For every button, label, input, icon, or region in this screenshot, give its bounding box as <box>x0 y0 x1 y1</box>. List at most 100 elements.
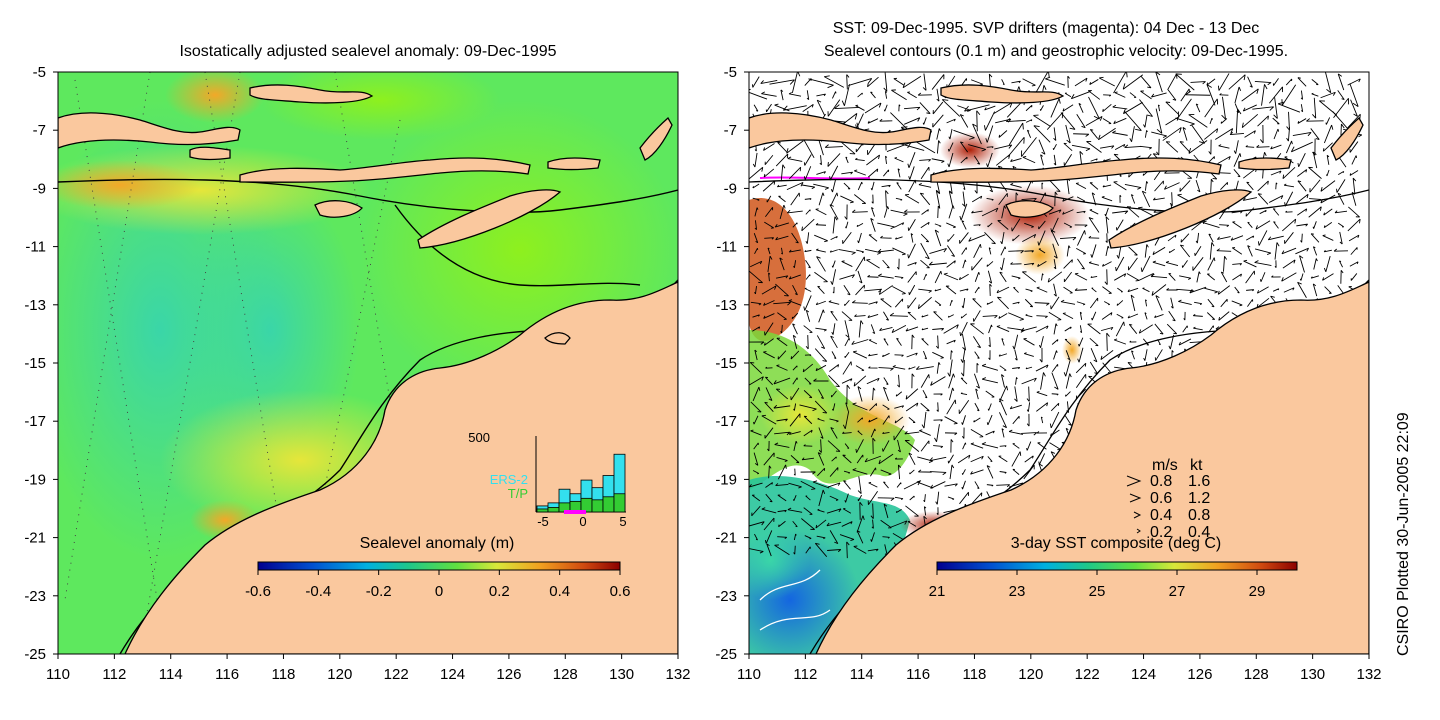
velocity-arrow <box>804 198 812 201</box>
velocity-arrow <box>805 232 810 244</box>
velocity-arrow <box>960 313 968 319</box>
velocity-arrow <box>1076 301 1086 306</box>
velocity-arrow <box>1005 118 1026 122</box>
velocity-arrow <box>923 350 927 360</box>
velocity-arrow <box>855 104 865 111</box>
velocity-arrow <box>947 314 954 318</box>
velocity-arrow <box>891 324 907 334</box>
velocity-arrow <box>1196 271 1201 283</box>
velocity-arrow <box>1247 76 1253 88</box>
velocity-arrow <box>773 404 791 409</box>
velocity-arrow <box>960 347 966 363</box>
velocity-arrow <box>904 117 921 125</box>
velocity-arrow <box>1207 257 1216 271</box>
sumba-island <box>1005 200 1054 218</box>
velocity-arrow <box>1052 243 1058 259</box>
velocity-arrow <box>761 414 777 425</box>
velocity-arrow <box>883 338 889 346</box>
histogram-bars <box>536 453 626 513</box>
velocity-arrow <box>984 105 996 111</box>
velocity-arrow <box>959 203 968 221</box>
speed-legend-arrow <box>1133 511 1142 519</box>
velocity-arrow <box>1152 246 1166 256</box>
velocity-arrow <box>804 287 812 292</box>
velocity-arrow <box>868 417 878 423</box>
velocity-arrow <box>1217 73 1230 91</box>
velocity-arrow <box>1051 372 1059 390</box>
velocity-arrow <box>896 337 902 346</box>
velocity-arrow <box>1008 250 1024 254</box>
sst-colorbar-ramp <box>936 561 1298 571</box>
velocity-arrow <box>943 324 959 334</box>
velocity-arrow <box>919 159 932 162</box>
velocity-arrow <box>814 234 828 243</box>
velocity-arrow <box>987 270 993 284</box>
velocity-arrow <box>828 300 840 305</box>
velocity-arrow <box>826 508 842 514</box>
velocity-arrow <box>1038 139 1046 155</box>
velocity-arrow <box>1284 232 1294 244</box>
velocity-arrow <box>933 311 943 321</box>
velocity-arrow <box>1025 104 1033 112</box>
velocity-arrow <box>870 217 876 232</box>
velocity-arrow <box>974 402 980 412</box>
sla-high-anomaly <box>260 72 500 140</box>
velocity-arrow <box>920 440 930 452</box>
velocity-arrow <box>1285 140 1293 154</box>
velocity-arrow <box>1192 257 1204 271</box>
velocity-arrow <box>999 471 1007 474</box>
velocity-arrow <box>1062 312 1074 320</box>
velocity-arrow <box>1090 347 1098 363</box>
velocity-arrow <box>751 494 761 502</box>
velocity-arrow <box>1220 271 1228 283</box>
velocity-arrow <box>988 337 991 348</box>
velocity-arrow <box>1033 125 1051 143</box>
velocity-arrow <box>866 377 880 385</box>
velocity-arrow <box>765 493 773 503</box>
velocity-arrow <box>857 430 863 436</box>
velocity-arrow <box>1089 209 1099 215</box>
velocity-arrow <box>1100 350 1114 360</box>
velocity-arrow <box>1182 325 1188 333</box>
velocity-arrow <box>842 411 850 430</box>
velocity-arrow <box>817 452 825 466</box>
velocity-arrow <box>981 207 999 217</box>
velocity-arrow <box>805 546 811 554</box>
velocity-arrow <box>1232 273 1243 281</box>
velocity-arrow <box>882 431 890 434</box>
velocity-arrow <box>845 156 849 164</box>
velocity-arrow <box>961 247 967 255</box>
velocity-arrow <box>1143 349 1148 361</box>
velocity-arrow <box>946 260 956 268</box>
velocity-arrow <box>892 365 906 370</box>
velocity-arrow <box>1339 231 1343 245</box>
velocity-arrow <box>774 544 790 556</box>
velocity-arrow <box>907 261 917 267</box>
velocity-arrow <box>780 89 784 101</box>
velocity-arrow <box>1139 99 1153 117</box>
velocity-arrow <box>1070 90 1091 100</box>
velocity-arrow <box>920 374 930 388</box>
velocity-arrow <box>1188 140 1208 154</box>
velocity-arrow <box>856 454 864 464</box>
sst-hot-spot <box>1015 235 1065 275</box>
velocity-arrow <box>754 349 758 361</box>
velocity-arrow <box>879 118 893 122</box>
velocity-arrow <box>1000 246 1006 256</box>
y-tick-label: -7 <box>33 122 46 139</box>
velocity-arrow <box>878 273 894 279</box>
velocity-arrow <box>1105 216 1110 234</box>
velocity-arrow <box>800 480 816 490</box>
velocity-arrow <box>790 350 800 360</box>
velocity-arrow <box>1151 92 1167 98</box>
velocity-arrow <box>959 141 969 153</box>
velocity-arrow <box>1247 245 1253 257</box>
velocity-arrow <box>864 102 882 114</box>
java-island <box>58 112 241 149</box>
velocity-arrow <box>1209 118 1213 124</box>
velocity-arrow <box>1087 323 1101 335</box>
velocity-arrow <box>920 166 930 180</box>
velocity-arrow <box>766 543 772 557</box>
velocity-arrow <box>782 105 807 111</box>
velocity-arrow <box>1074 77 1088 87</box>
